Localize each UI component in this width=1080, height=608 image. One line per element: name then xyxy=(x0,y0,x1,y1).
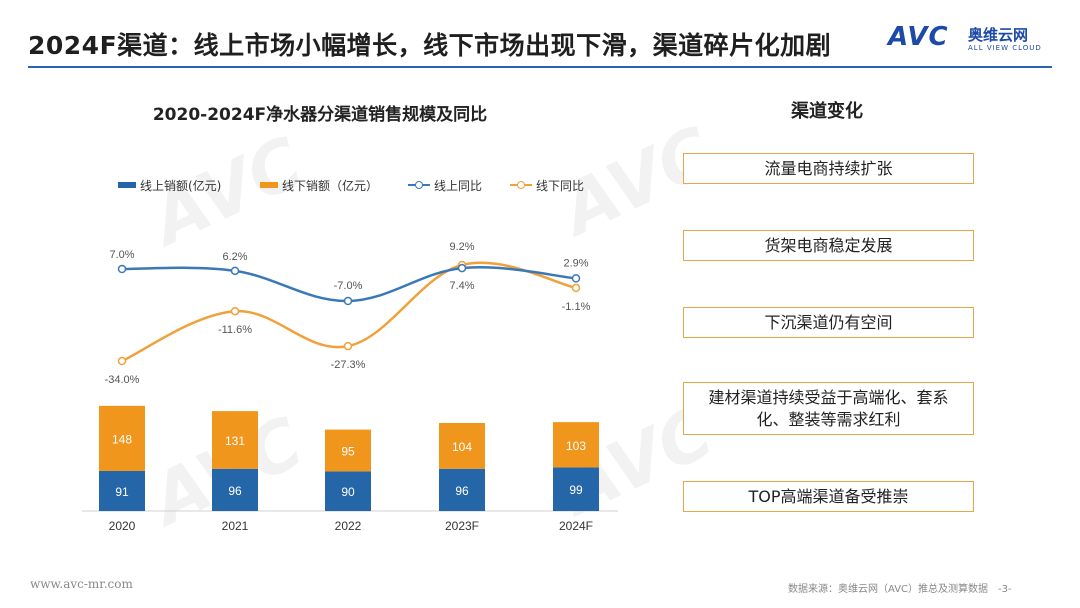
x-tick-label: 2023F xyxy=(445,519,479,533)
logo-cn-text: 奥维云网 xyxy=(968,26,1029,44)
data-label-online-yoy: 7.4% xyxy=(449,280,474,292)
bar-offline-label: 104 xyxy=(452,440,472,454)
data-label-offline-yoy: -27.3% xyxy=(331,359,366,371)
x-tick-label: 2024F xyxy=(559,519,593,533)
legend-label: 线下销额（亿元） xyxy=(282,178,379,193)
point-online-yoy xyxy=(571,274,581,283)
point-offline-yoy xyxy=(571,283,581,293)
legend-item-online-yoy: 线上同比 xyxy=(408,177,482,193)
bar-online-2021 xyxy=(212,468,258,511)
bar-online-label: 96 xyxy=(228,484,242,498)
bar-online-label: 90 xyxy=(341,485,355,499)
channel-item-shelf-ecommerce: 货架电商稳定发展 xyxy=(683,230,974,261)
data-label-offline-yoy: -11.6% xyxy=(218,324,252,336)
avc-logo: AVC 奥维云网 ALL VIEW CLOUD xyxy=(888,22,1058,58)
point-online-yoy xyxy=(117,264,127,274)
bar-online-label: 96 xyxy=(455,484,469,498)
x-tick-label: 2022 xyxy=(335,519,362,533)
legend-item-online-sales: 线上销额(亿元) xyxy=(118,177,221,193)
legend-swatch-offline-bar xyxy=(260,182,278,188)
data-label-online-yoy: -7.0% xyxy=(334,280,363,292)
bar-offline-label: 131 xyxy=(225,434,245,448)
bar-offline-2023F xyxy=(439,423,485,469)
footer-source-text: 数据来源：奥维云网（AVC）推总及测算数据 xyxy=(788,584,989,595)
legend-label: 线上销额(亿元) xyxy=(140,178,222,193)
bar-offline-2024F xyxy=(553,422,599,468)
channel-item-top-premium: TOP高端渠道备受推崇 xyxy=(683,481,974,512)
legend-item-offline-yoy: 线下同比 xyxy=(510,177,584,193)
slide-title: 2024F渠道：线上市场小幅增长，线下市场出现下滑，渠道碎片化加剧 xyxy=(28,31,832,60)
chart-title: 2020-2024F净水器分渠道销售规模及同比 xyxy=(152,105,488,125)
point-offline-yoy xyxy=(230,306,240,316)
bar-offline-label: 148 xyxy=(112,432,132,446)
legend-swatch-online-bar xyxy=(118,182,136,188)
legend-swatch-online-line xyxy=(408,180,430,190)
legend-item-offline-sales: 线下销额（亿元） xyxy=(260,177,378,193)
bar-online-label: 99 xyxy=(569,483,583,497)
data-label-offline-yoy: -34.0% xyxy=(105,374,140,386)
data-label-online-yoy: 6.2% xyxy=(222,251,247,263)
channel-panel-title: 渠道变化 xyxy=(791,101,863,122)
bar-online-label: 91 xyxy=(115,485,129,499)
channel-item-lower-tier: 下沉渠道仍有空间 xyxy=(683,307,974,338)
legend-label: 线上同比 xyxy=(434,178,483,193)
point-online-yoy xyxy=(230,266,240,276)
x-tick-label: 2021 xyxy=(222,519,249,533)
point-online-yoy xyxy=(343,296,353,306)
channel-item-traffic-ecommerce: 流量电商持续扩张 xyxy=(683,153,974,184)
point-online-yoy xyxy=(457,263,467,273)
bar-online-2024F xyxy=(553,467,599,511)
data-label-online-yoy: 2.9% xyxy=(563,257,588,269)
point-offline-yoy xyxy=(117,356,127,366)
bar-offline-2020 xyxy=(99,405,145,471)
logo-en-text: ALL VIEW CLOUD xyxy=(968,44,1042,52)
data-label-online-yoy: 7.0% xyxy=(109,249,134,261)
logo-mark: AVC xyxy=(888,22,949,52)
legend-swatch-offline-line xyxy=(510,180,532,190)
page-number: -3- xyxy=(998,584,1012,595)
channel-item-building-materials: 建材渠道持续受益于高端化、套系化、整装等需求红利 xyxy=(683,382,974,435)
point-offline-yoy xyxy=(343,341,353,351)
legend-label: 线下同比 xyxy=(536,178,585,193)
bar-offline-2022 xyxy=(325,429,371,472)
footer-website: www.avc-mr.com xyxy=(30,577,133,591)
data-label-offline-yoy: -1.1% xyxy=(562,301,591,313)
header-divider xyxy=(28,66,1052,68)
x-tick-label: 2020 xyxy=(109,519,136,533)
bar-offline-2021 xyxy=(212,411,258,469)
bar-offline-label: 103 xyxy=(566,439,586,453)
data-label-offline-yoy: 9.2% xyxy=(449,241,474,253)
bar-online-2022 xyxy=(325,471,371,511)
bar-online-2023F xyxy=(439,468,485,511)
footer-source: 数据来源：奥维云网（AVC）推总及测算数据 -3- xyxy=(788,580,1012,595)
bar-online-2020 xyxy=(99,470,145,511)
bar-offline-label: 95 xyxy=(341,445,355,459)
